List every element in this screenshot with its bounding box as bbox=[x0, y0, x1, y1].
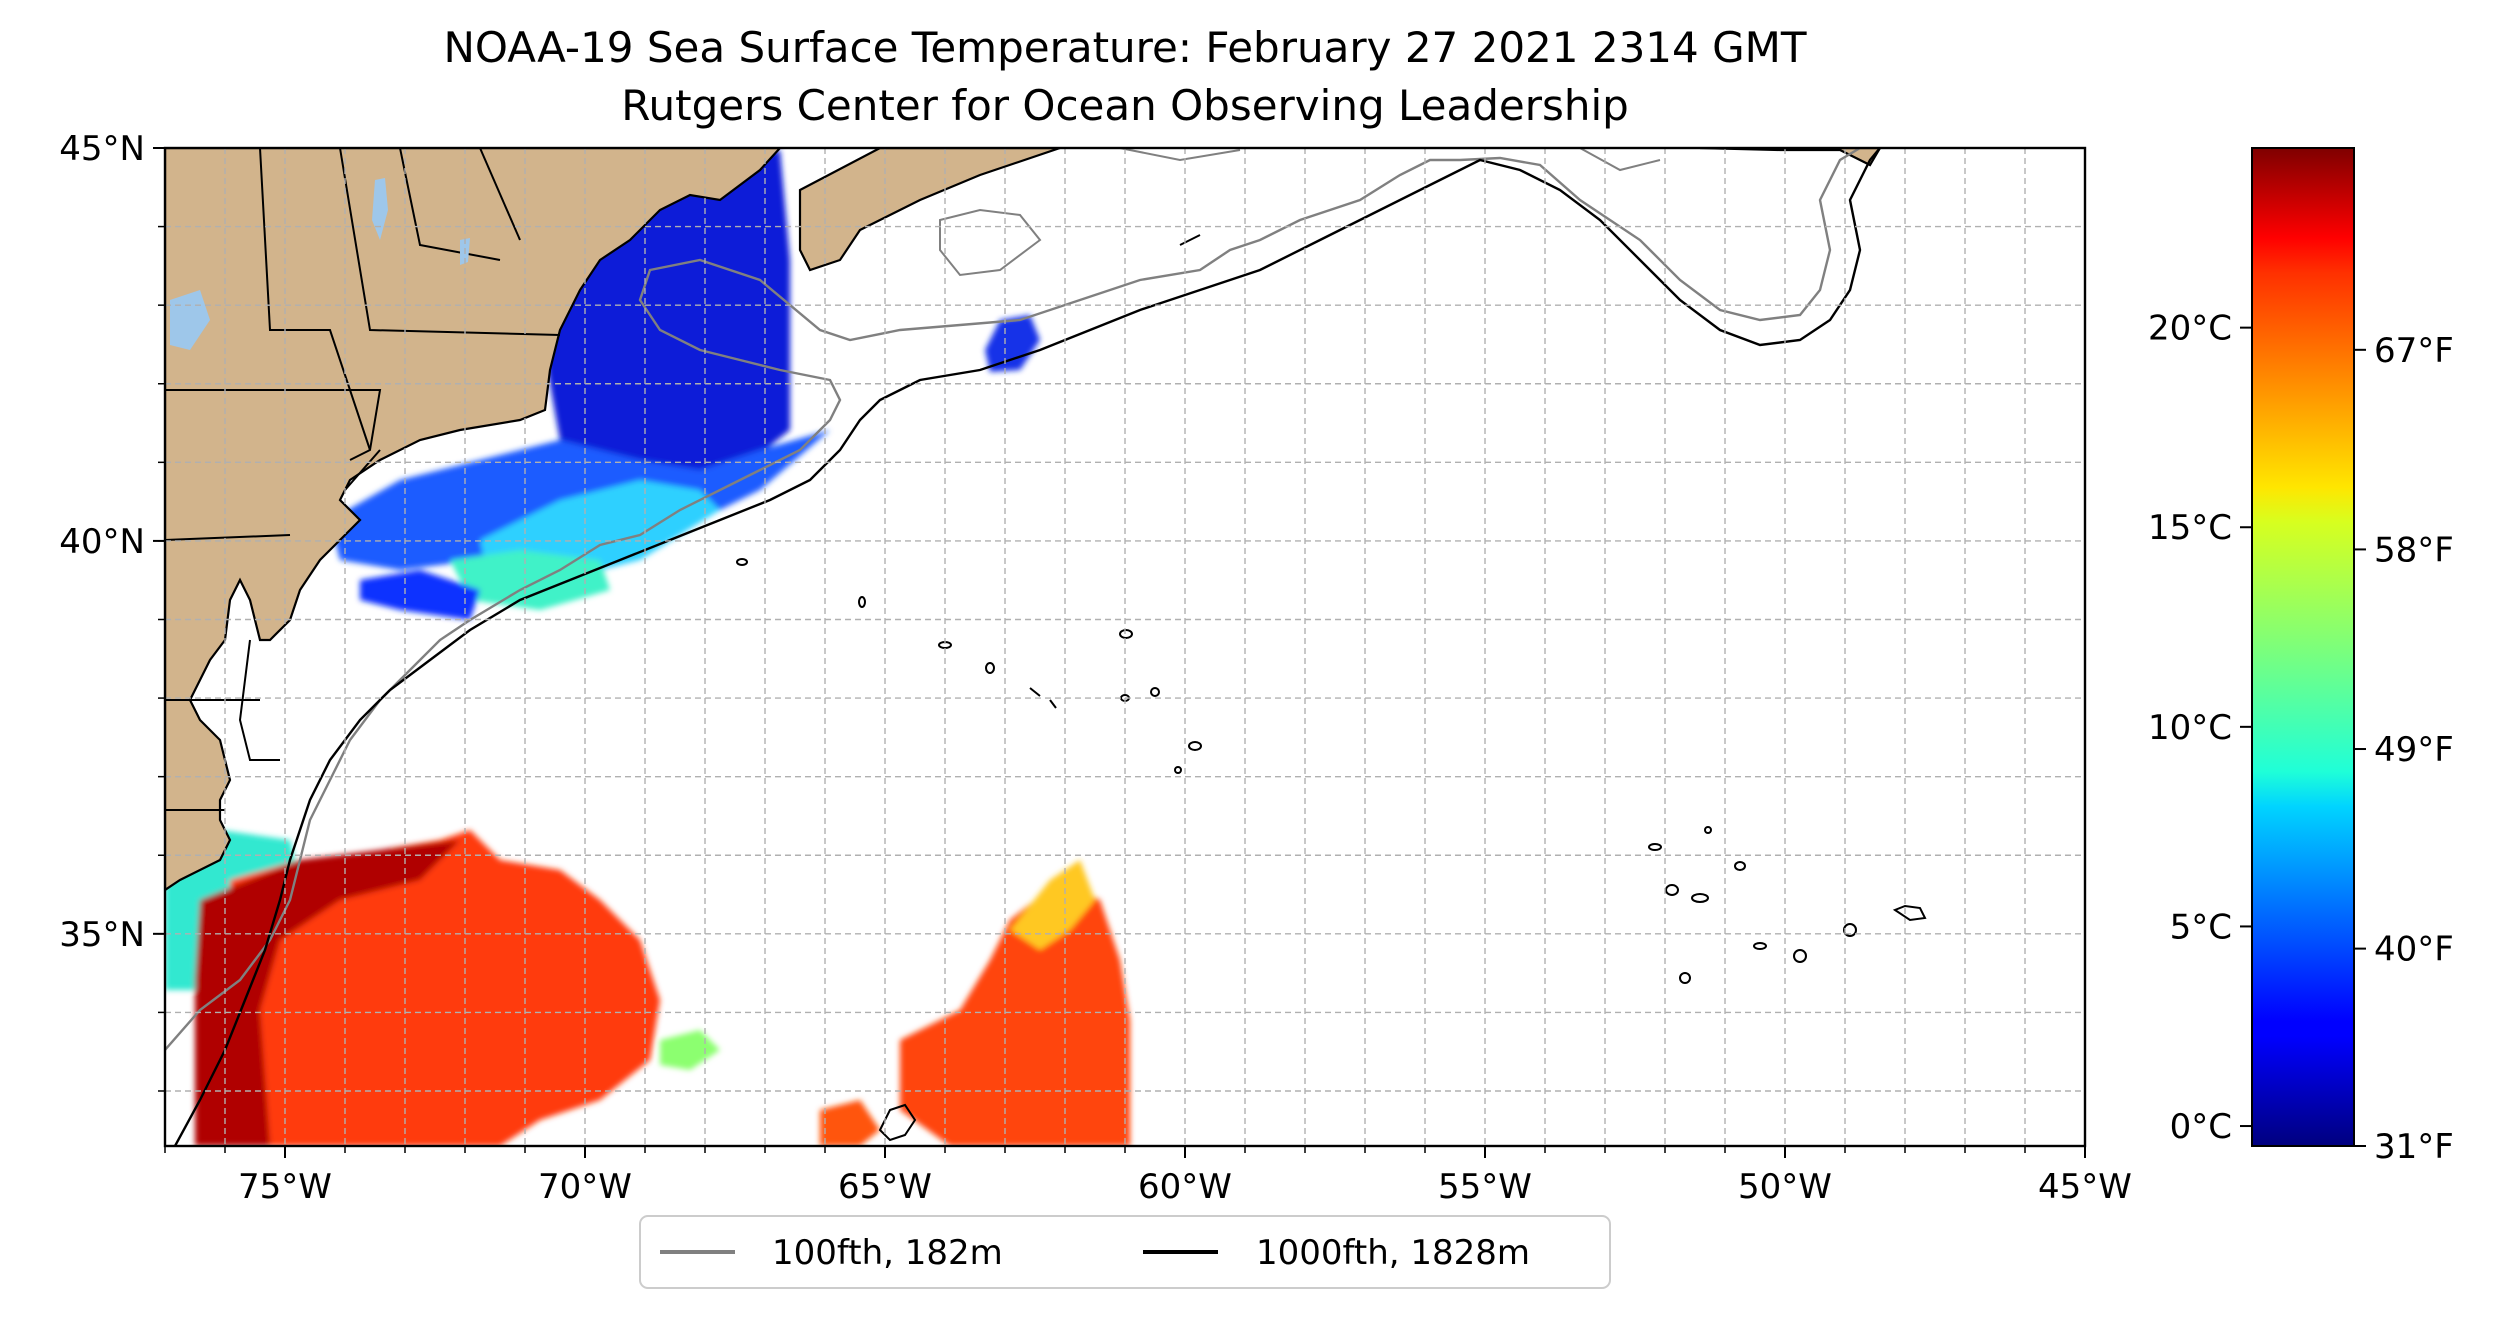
y-axis-ticks: 45°N 40°N 35°N bbox=[59, 129, 165, 955]
colorbar-fahrenheit-label: 67°F bbox=[2374, 331, 2454, 371]
colorbar-fahrenheit-ticks: 31°F 40°F 49°F 58°F 67°F bbox=[2354, 331, 2454, 1167]
colorbar-fahrenheit-label: 40°F bbox=[2374, 930, 2454, 970]
sst-mixed-east-patch bbox=[1010, 860, 1095, 950]
legend-label-100fth: 100fth, 182m bbox=[772, 1233, 1003, 1273]
colorbar-celsius-ticks: 0°C 5°C 10°C 15°C 20°C bbox=[2148, 309, 2252, 1147]
colorbar-celsius-label: 10°C bbox=[2148, 708, 2232, 748]
colorbar-celsius-label: 5°C bbox=[2170, 907, 2232, 947]
isobath-1000fth bbox=[173, 148, 1881, 1146]
isobath-100fth-inner bbox=[939, 148, 1661, 277]
land-newfoundland bbox=[1699, 148, 1882, 167]
title-line-1: NOAA-19 Sea Surface Temperature: Februar… bbox=[443, 23, 1806, 72]
y-tick-label: 35°N bbox=[59, 915, 145, 955]
title-line-2: Rutgers Center for Ocean Observing Leade… bbox=[621, 81, 1629, 130]
sst-hot-core bbox=[195, 840, 460, 1146]
colorbar-fahrenheit-label: 49°F bbox=[2374, 730, 2454, 770]
colorbar-celsius-label: 20°C bbox=[2148, 309, 2232, 349]
x-tick-label: 70°W bbox=[538, 1167, 632, 1207]
colorbar: 0°C 5°C 10°C 15°C 20°C 31°F 40°F 49°F 58°F 67°F bbox=[2148, 147, 2454, 1167]
state-borders bbox=[165, 148, 561, 811]
sst-warm-gulf-stream bbox=[230, 830, 660, 1146]
seamounts bbox=[736, 234, 1927, 1142]
y-tick-label: 45°N bbox=[59, 129, 145, 169]
y-tick-label: 40°N bbox=[59, 522, 145, 562]
land-nova-scotia bbox=[798, 148, 1061, 272]
colorbar-celsius-label: 15°C bbox=[2148, 508, 2232, 548]
sst-cold-sable-patch bbox=[985, 315, 1040, 372]
x-tick-label: 65°W bbox=[838, 1167, 932, 1207]
map-panel: 75°W 70°W 65°W 60°W 55°W 50°W 45°W 45°N 40°N 35°… bbox=[59, 129, 2132, 1207]
x-axis-ticks: 75°W 70°W 65°W 60°W 55°W 50°W 45°W bbox=[238, 1146, 2132, 1207]
legend: 100fth, 182m 1000fth, 1828m bbox=[639, 1215, 1611, 1289]
gridlines bbox=[165, 148, 2085, 1146]
legend-box bbox=[639, 1215, 1611, 1289]
legend-label-1000fth: 1000fth, 1828m bbox=[1256, 1233, 1530, 1273]
colorbar-gradient bbox=[2251, 147, 2355, 1147]
x-tick-label: 60°W bbox=[1138, 1167, 1232, 1207]
colorbar-celsius-label: 0°C bbox=[2170, 1107, 2232, 1147]
x-tick-label: 75°W bbox=[238, 1167, 332, 1207]
sst-cold-inshore-nj bbox=[360, 570, 480, 620]
x-tick-label: 55°W bbox=[1438, 1167, 1532, 1207]
sst-warm-se-blob bbox=[820, 1100, 880, 1146]
x-tick-label: 45°W bbox=[2038, 1167, 2132, 1207]
colorbar-fahrenheit-label: 58°F bbox=[2374, 530, 2454, 570]
colorbar-fahrenheit-label: 31°F bbox=[2374, 1127, 2454, 1167]
x-tick-label: 50°W bbox=[1738, 1167, 1832, 1207]
land-us-east-coast bbox=[165, 148, 782, 892]
land-layer bbox=[165, 148, 1882, 892]
isobath-100fth bbox=[165, 148, 1861, 1051]
